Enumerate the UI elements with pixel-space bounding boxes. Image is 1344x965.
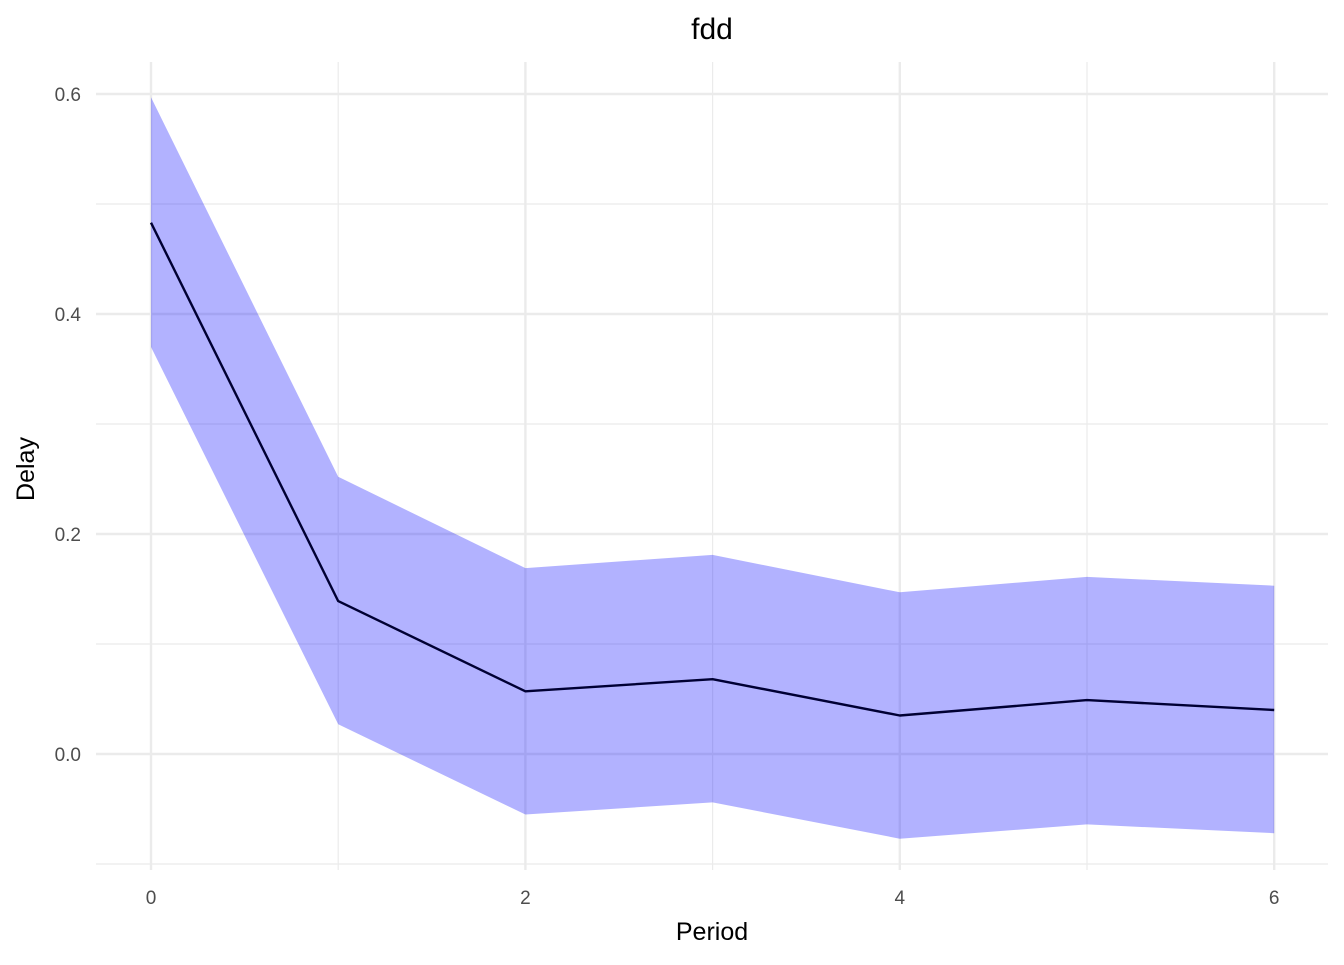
y-tick-label: 0.2: [55, 525, 81, 546]
y-tick-label: 0.6: [55, 85, 81, 106]
x-tick-label: 0: [146, 888, 157, 909]
major-gridlines: [96, 62, 1328, 870]
x-tick-label: 2: [520, 888, 531, 909]
series-lines: [149, 222, 1275, 717]
x-tick-label: 6: [1269, 888, 1280, 909]
x-axis-ticks: 0 2 4 6: [146, 888, 1280, 909]
confidence-bands: [151, 97, 1275, 839]
y-tick-label: 0.4: [55, 305, 82, 326]
x-tick-label: 4: [895, 888, 906, 909]
series-line: [149, 222, 1275, 717]
y-axis-title: Delay: [12, 437, 40, 501]
chart-title: fdd: [691, 13, 733, 46]
y-tick-label: 0.0: [55, 745, 81, 766]
x-axis-title: Period: [676, 918, 748, 946]
y-axis-ticks: 0.0 0.2 0.4 0.6: [55, 85, 82, 766]
minor-gridlines: [96, 62, 1328, 870]
confidence-band: [151, 97, 1275, 839]
